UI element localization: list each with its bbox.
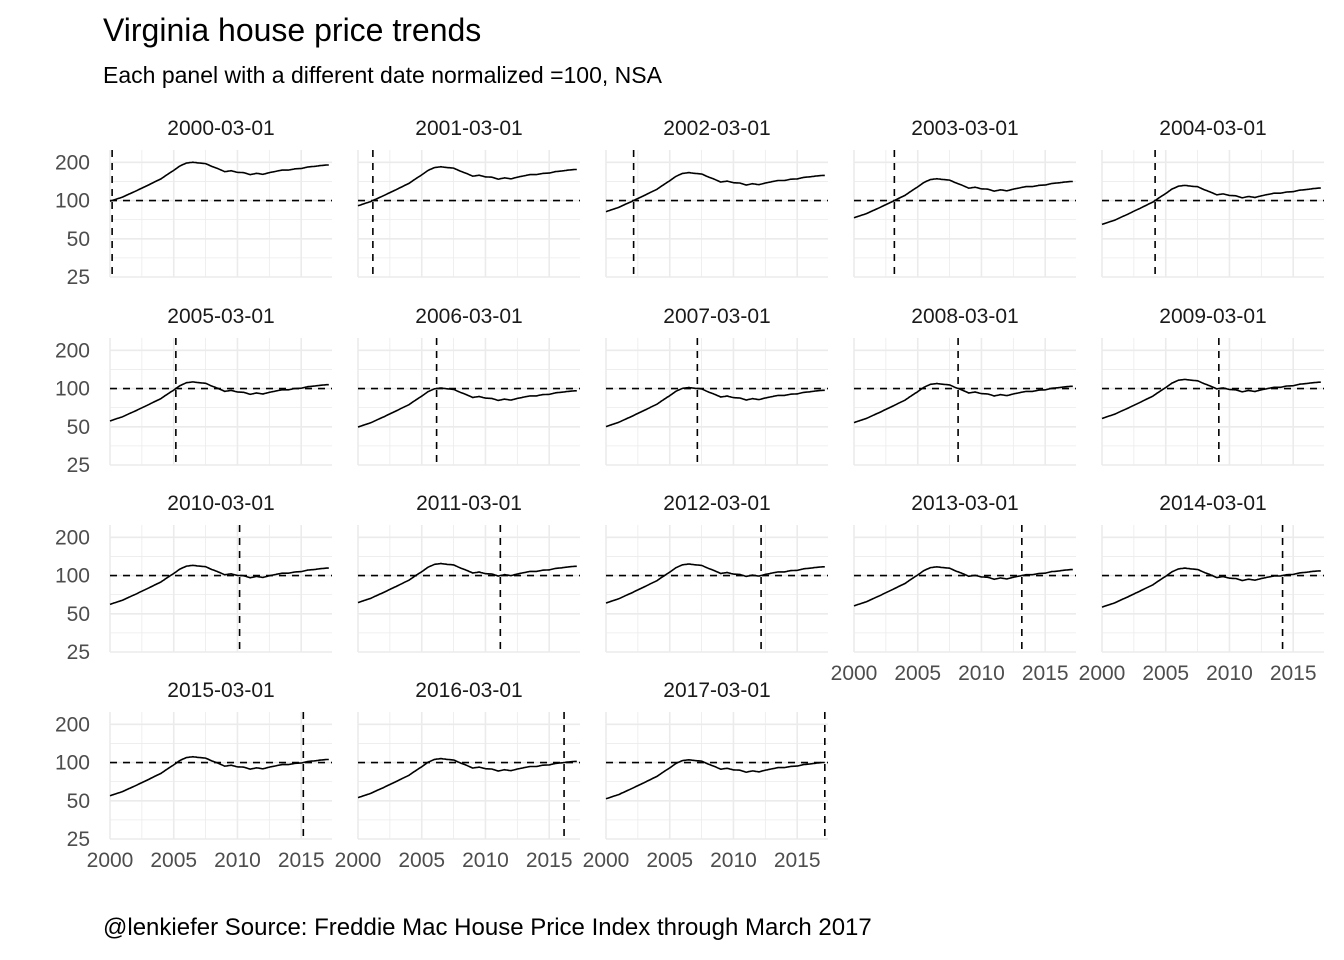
x-tick-label: 2000 [1079, 662, 1126, 685]
facet-strip-label: 2002-03-01 [663, 117, 770, 140]
facet-strip-label: 2003-03-01 [911, 117, 1018, 140]
x-tick-label: 2005 [398, 849, 445, 872]
series-line [109, 564, 329, 606]
facet-strip-label: 2017-03-01 [663, 679, 770, 702]
x-tick-label: 2015 [278, 849, 325, 872]
x-tick-label: 2015 [526, 849, 573, 872]
facet-strip-label: 2010-03-01 [167, 492, 274, 515]
series-line [853, 565, 1073, 607]
x-tick-label: 2000 [87, 849, 134, 872]
series-line [605, 171, 825, 213]
facet-strip-label: 2001-03-01 [415, 117, 522, 140]
facet-strip-label: 2000-03-01 [167, 117, 274, 140]
facet-panel: 2004-03-01 [1101, 117, 1324, 278]
facet-strip-label: 2016-03-01 [415, 679, 522, 702]
series-line [357, 562, 577, 604]
facet-strip-label: 2015-03-01 [167, 679, 274, 702]
y-tick-label: 25 [67, 266, 90, 289]
facet-panel: 2006-03-01 [357, 305, 580, 466]
facet-strip-label: 2005-03-01 [167, 305, 274, 328]
series-line [357, 165, 577, 207]
x-tick-label: 2015 [1270, 662, 1317, 685]
facet-panel: 2012-03-01 [605, 492, 828, 653]
x-tick-label: 2005 [150, 849, 197, 872]
series-line [357, 387, 577, 428]
y-tick-label: 200 [55, 339, 90, 362]
facet-strip-label: 2004-03-01 [1159, 117, 1266, 140]
chart-caption: @lenkiefer Source: Freddie Mac House Pri… [103, 914, 872, 941]
y-tick-label: 50 [67, 603, 90, 626]
series-line [605, 386, 825, 428]
y-tick-label: 100 [55, 190, 90, 213]
y-tick-label: 25 [67, 454, 90, 477]
x-tick-label: 2005 [894, 662, 941, 685]
series-line [357, 757, 577, 799]
facet-panel: 2003-03-01 [853, 117, 1076, 278]
facet-panel: 2013-03-01 2000 2005 2010 2015 [831, 492, 1076, 685]
series-line [605, 563, 825, 604]
facet-strip-label: 2008-03-01 [911, 305, 1018, 328]
y-tick-label: 50 [67, 416, 90, 439]
chart-title: Virginia house price trends [103, 12, 482, 48]
facet-strip-label: 2007-03-01 [663, 305, 770, 328]
facet-panel: 2011-03-01 [357, 492, 580, 653]
series-line [1101, 378, 1321, 420]
facet-panel: 2010-03-01 25 50 100 200 [55, 492, 332, 664]
facet-strip-label: 2009-03-01 [1159, 305, 1266, 328]
series-line [1101, 184, 1321, 226]
y-tick-label: 200 [55, 526, 90, 549]
x-tick-label: 2000 [831, 662, 878, 685]
x-tick-label: 2010 [462, 849, 509, 872]
y-tick-label: 100 [55, 565, 90, 588]
x-tick-label: 2010 [214, 849, 261, 872]
series-line [109, 381, 329, 422]
y-tick-label: 50 [67, 790, 90, 813]
x-tick-label: 2005 [646, 849, 693, 872]
facet-panel: 2001-03-01 [357, 117, 580, 278]
x-tick-label: 2015 [1022, 662, 1069, 685]
series-line [853, 382, 1073, 424]
y-tick-label: 25 [67, 828, 90, 851]
facet-panel: 2015-03-01 25 50 100 200 2000 2005 2010 2015 [55, 679, 332, 872]
facet-strip-label: 2006-03-01 [415, 305, 522, 328]
x-tick-label: 2015 [774, 849, 821, 872]
y-tick-label: 25 [67, 641, 90, 664]
facet-panel: 2002-03-01 [605, 117, 828, 278]
chart-subtitle: Each panel with a different date normali… [103, 62, 662, 88]
x-tick-label: 2010 [710, 849, 757, 872]
y-tick-label: 100 [55, 752, 90, 775]
facet-panel: 2017-03-01 2000 2005 2010 2015 [583, 679, 828, 872]
y-tick-label: 100 [55, 378, 90, 401]
facet-strip-label: 2012-03-01 [663, 492, 770, 515]
facet-strip-label: 2014-03-01 [1159, 492, 1266, 515]
facet-panel: 2014-03-01 2000 2005 2010 2015 [1079, 492, 1324, 685]
facet-panel: 2000-03-01 25 50 100 200 [55, 117, 332, 289]
facet-panel: 2009-03-01 [1101, 305, 1324, 466]
facet-panel: 2005-03-01 25 50 100 200 [55, 305, 332, 477]
facet-strip-label: 2011-03-01 [416, 492, 522, 515]
x-tick-label: 2010 [1206, 662, 1253, 685]
x-tick-label: 2000 [335, 849, 382, 872]
series-line [605, 758, 825, 800]
series-line [109, 161, 329, 203]
y-tick-label: 200 [55, 713, 90, 736]
series-line [1101, 567, 1321, 608]
x-tick-label: 2010 [958, 662, 1005, 685]
facet-panel: 2007-03-01 [605, 305, 828, 466]
series-line [853, 177, 1073, 219]
facet-strip-label: 2013-03-01 [911, 492, 1018, 515]
series-line [109, 755, 329, 797]
facet-panel: 2008-03-01 [853, 305, 1076, 466]
facet-panel: 2016-03-01 2000 2005 2010 2015 [335, 679, 580, 872]
y-tick-label: 200 [55, 151, 90, 174]
y-tick-label: 50 [67, 228, 90, 251]
x-tick-label: 2000 [583, 849, 630, 872]
x-tick-label: 2005 [1142, 662, 1189, 685]
